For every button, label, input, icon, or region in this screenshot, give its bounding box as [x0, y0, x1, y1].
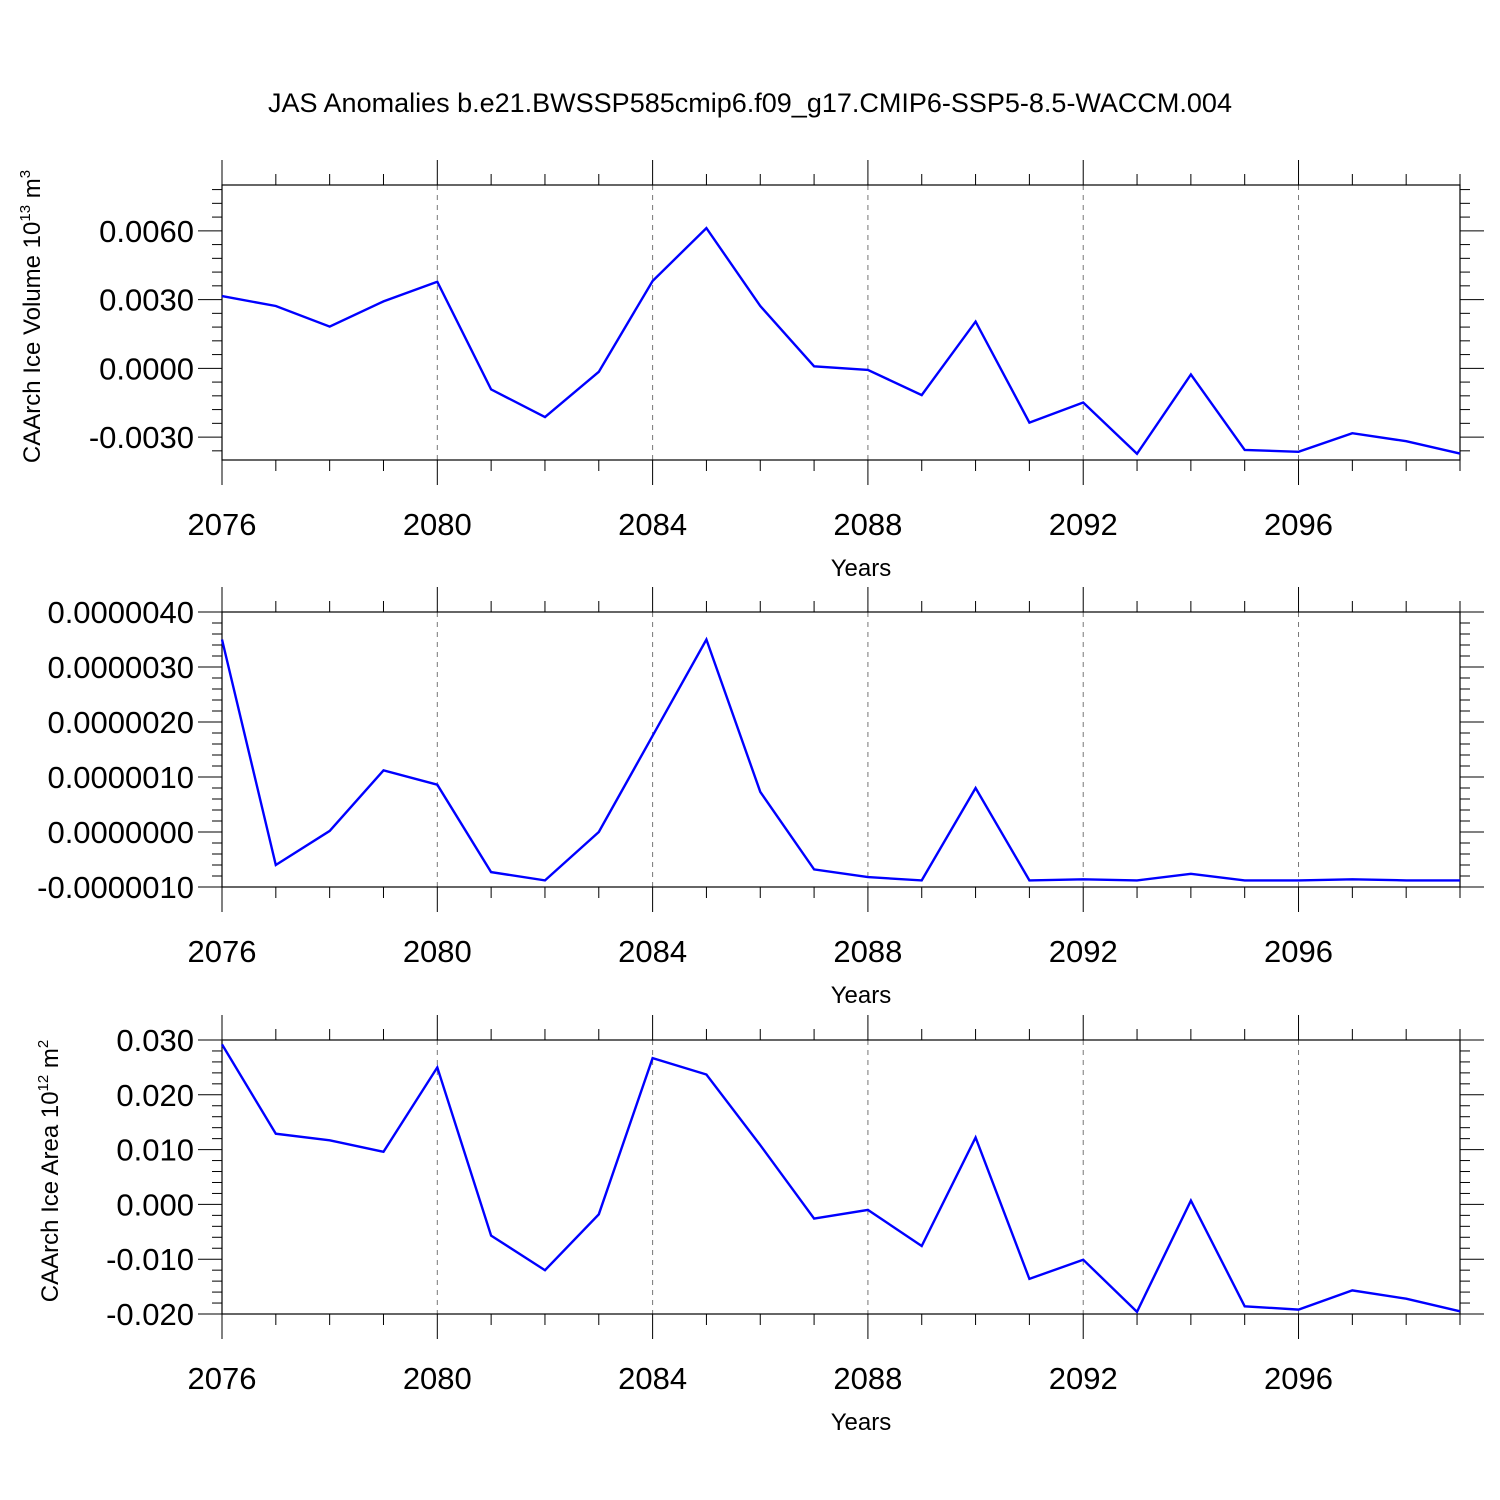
series-line: [221, 226, 1461, 456]
y-tick-label: -0.0030: [89, 420, 194, 455]
x-tick-label: 2088: [833, 507, 902, 542]
x-tick-label: 2080: [403, 507, 472, 542]
y-tick-label: 0.0000: [99, 351, 194, 386]
x-tick-label: 2076: [188, 507, 257, 542]
x-tick-label: 2076: [188, 934, 257, 969]
y-axis-label-exponent: 12: [35, 1075, 52, 1092]
y-tick-label: 0.0030: [99, 283, 194, 318]
x-tick-label: 2084: [618, 934, 687, 969]
plot-frame: [221, 184, 1461, 461]
x-tick-label: 2096: [1264, 1361, 1333, 1396]
y-tick-label: 0.0000020: [47, 705, 194, 740]
panel-3: -0.020 -0.010 0.000 0.010 0.020 0.030 2076 2080…: [35, 1015, 1484, 1436]
y-tick-label: 0.0000030: [47, 650, 194, 685]
y-axis-label-unit: m: [37, 1048, 64, 1075]
x-tick-label: 2084: [618, 507, 687, 542]
x-tick-label: 2092: [1049, 1361, 1118, 1396]
x-tick-label: 2096: [1264, 507, 1333, 542]
y-axis-label-unit-exponent: 2: [35, 1040, 52, 1048]
x-axis-label: Years: [831, 555, 892, 582]
x-tick-label: 2092: [1049, 507, 1118, 542]
x-tick-label: 2088: [833, 934, 902, 969]
x-axis-label: Years: [831, 1409, 892, 1436]
y-axis-label-base: CAArch Ice Area 10: [37, 1091, 64, 1302]
y-axis-label-unit-exponent: 3: [17, 170, 34, 178]
chart-title: JAS Anomalies b.e21.BWSSP585cmip6.f09_g1…: [268, 88, 1232, 118]
y-tick-label: 0.000: [116, 1187, 194, 1222]
x-tick-label: 2080: [403, 1361, 472, 1396]
x-tick-label: 2080: [403, 934, 472, 969]
y-tick-label: -0.020: [106, 1297, 194, 1332]
y-axis-label: CAArch Ice Area 1012 m2: [35, 1040, 64, 1302]
series-line: [220, 636, 1460, 882]
y-tick-label: 0.010: [116, 1133, 194, 1168]
x-tick-label: 2076: [188, 1361, 257, 1396]
x-tick-label: 2096: [1264, 934, 1333, 969]
y-tick-label: -0.010: [106, 1242, 194, 1277]
plot-frame: [221, 1039, 1461, 1315]
y-tick-label: 0.030: [116, 1023, 194, 1058]
panel-2: -0.0000010 0.0000000 0.0000010 0.0000020 0.0…: [37, 587, 1484, 1009]
y-tick-label: 0.0060: [99, 214, 194, 249]
y-tick-label: 0.0000010: [47, 760, 194, 795]
x-tick-label: 2084: [618, 1361, 687, 1396]
y-axis-label-exponent: 13: [17, 205, 34, 222]
panel-1: -0.0030 0.0000 0.0030 0.0060 2076 2080 2084 208…: [17, 160, 1484, 582]
x-tick-label: 2088: [833, 1361, 902, 1396]
y-axis-label-base: CAArch Ice Volume 10: [19, 222, 46, 463]
y-tick-label: -0.0000010: [37, 870, 194, 905]
y-axis-label-unit: m: [19, 178, 46, 205]
y-tick-label: 0.0000000: [47, 815, 194, 850]
y-axis-label: CAArch Ice Volume 1013 m3: [17, 170, 46, 463]
x-axis-label: Years: [831, 982, 892, 1009]
series-line: [220, 1043, 1461, 1314]
y-tick-label: 0.0000040: [47, 595, 194, 630]
x-tick-label: 2092: [1049, 934, 1118, 969]
y-tick-label: 0.020: [116, 1078, 194, 1113]
plot-frame: [221, 611, 1461, 888]
